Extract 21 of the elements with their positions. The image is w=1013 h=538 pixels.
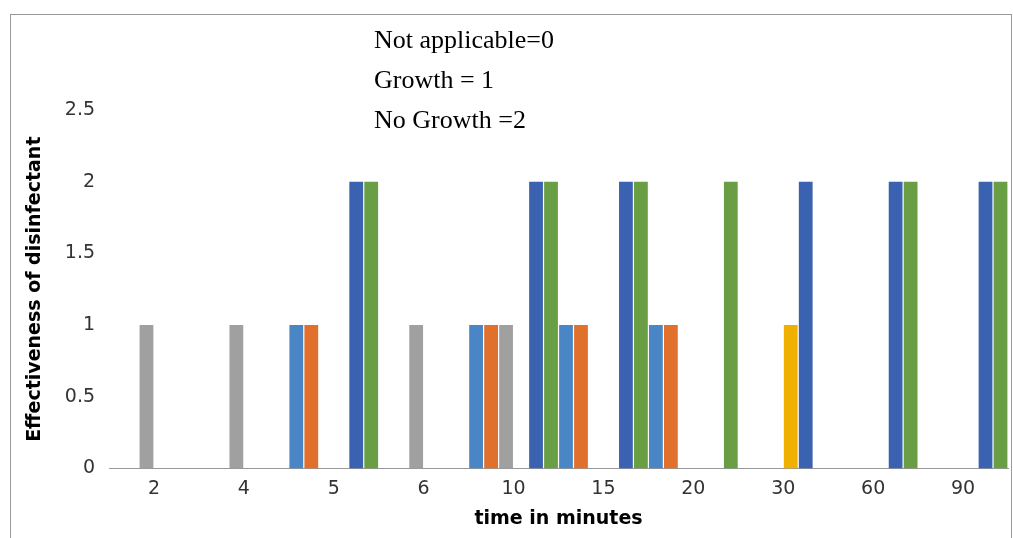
text: Not applicable=0 — [374, 24, 555, 54]
x-tick-label: 6 — [417, 475, 430, 498]
annotation: No Growth =2 — [374, 104, 526, 134]
x-tick-label: 15 — [591, 475, 616, 498]
y-tick-label: 2.5 — [64, 96, 96, 119]
y-tick-label: 1 — [82, 311, 96, 334]
y-tick-label: 2 — [82, 168, 96, 191]
text: Growth = 1 — [374, 64, 495, 94]
y-axis-title: Effectiveness of disinfectant — [22, 136, 45, 442]
y-tick-label: 0 — [82, 455, 96, 478]
x-tick-label: 20 — [681, 475, 706, 498]
x-tick-label: 60 — [861, 475, 886, 498]
x-tick-label: 5 — [327, 475, 340, 498]
y-tick-label: 1.5 — [64, 240, 96, 263]
y-tick-label: 0.5 — [64, 383, 96, 406]
x-axis-title: time in minutes — [474, 505, 643, 528]
x-tick-label: 10 — [501, 475, 526, 498]
x-tick-label: 2 — [147, 475, 161, 498]
x-tick-label: 4 — [237, 475, 250, 498]
x-tick-label: 90 — [950, 475, 976, 498]
x-tick-label: 30 — [771, 475, 796, 498]
